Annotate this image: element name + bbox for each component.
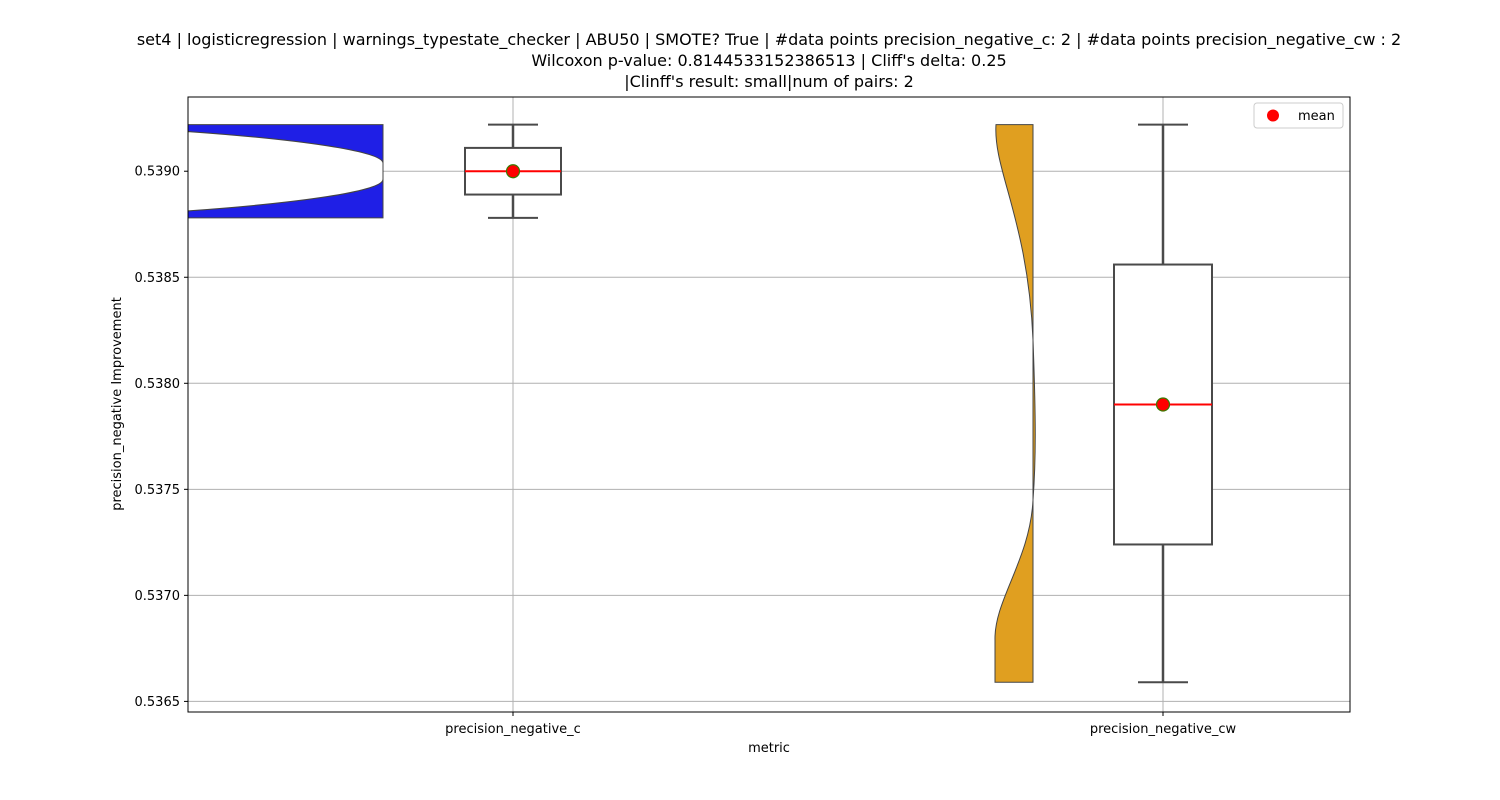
axes: 0.5365 0.5370 0.5375 0.5380 0.5385 0.5390 prec… (135, 165, 1237, 737)
y-tick-label: 0.5375 (135, 483, 181, 498)
y-tick-label: 0.5365 (135, 695, 181, 710)
y-tick-label: 0.5390 (135, 165, 181, 180)
violin-inner-c (188, 131, 384, 212)
x-tick-label: precision_negative_cw (1090, 722, 1237, 737)
y-tick-label: 0.5370 (135, 589, 181, 604)
axes-frame (187, 96, 1351, 713)
x-tick-label: precision_negative_c (445, 722, 581, 737)
legend-mean-label: mean (1298, 109, 1335, 124)
y-axis-label: precision_negative Improvement (110, 297, 125, 511)
boxplot-precision-negative-cw (1113, 123, 1213, 684)
legend: mean (1253, 102, 1344, 129)
y-tick-label: 0.5385 (135, 271, 181, 286)
y-tick-label: 0.5380 (135, 377, 181, 392)
chart-title-line-2: Wilcoxon p-value: 0.8144533152386513 | C… (531, 51, 1007, 70)
legend-mean-marker (1267, 109, 1279, 122)
legend-box (1253, 102, 1344, 129)
mean-marker (505, 164, 521, 179)
plot-area (188, 123, 1213, 684)
chart-title-line-3: |Clinff's result: small|num of pairs: 2 (624, 72, 914, 91)
violin-precision-negative-cw (994, 124, 1036, 683)
x-axis-label: metric (748, 741, 790, 756)
boxplot-precision-negative-c (464, 123, 562, 219)
chart-title-line-1: set4 | logisticregression | warnings_typ… (136, 30, 1402, 49)
mean-marker (1155, 397, 1171, 412)
